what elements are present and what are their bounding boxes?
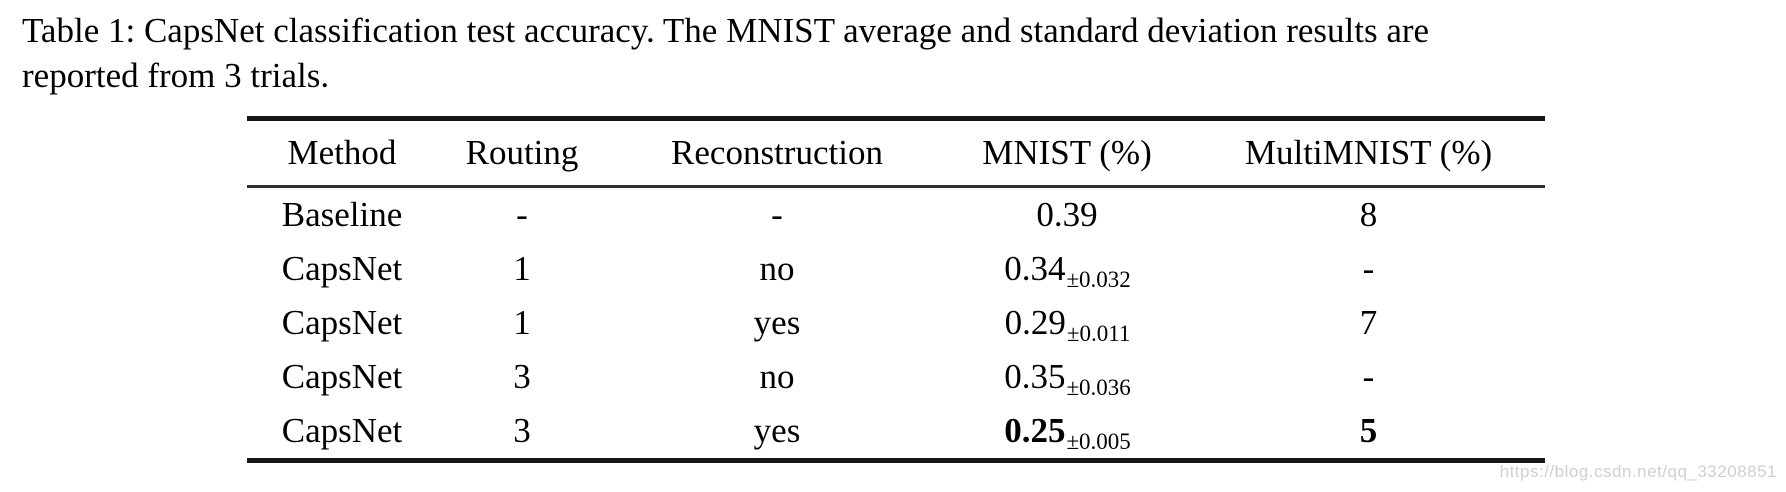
mnist-std-subscript: ±0.036 (1066, 375, 1131, 400)
cell-routing: 1 (513, 249, 531, 288)
caption-line-1: Table 1: CapsNet classification test acc… (22, 11, 1430, 50)
cell-method: CapsNet (281, 357, 403, 396)
mnist-value: 0.34 (1004, 249, 1066, 288)
cell-method: CapsNet (281, 411, 403, 450)
col-header-multimnist: MultiMNIST (%) (1192, 118, 1545, 188)
mnist-value: 0.29 (1004, 303, 1066, 342)
table-row: CapsNet 1 no 0.34±0.032 - (247, 242, 1545, 296)
cell-routing: 3 (513, 357, 531, 396)
cell-mnist: 0.35±0.036 (942, 350, 1192, 404)
cell-routing: 3 (513, 411, 531, 450)
table-row: Baseline - - 0.39 8 (247, 187, 1545, 243)
cell-method: Baseline (281, 195, 403, 234)
cell-method: CapsNet (281, 303, 403, 342)
table-row: CapsNet 3 yes 0.25±0.005 5 (247, 404, 1545, 461)
table-row: CapsNet 1 yes 0.29±0.011 7 (247, 296, 1545, 350)
mnist-value: 0.25 (1004, 411, 1066, 450)
mnist-std-subscript: ±0.005 (1066, 429, 1131, 454)
mnist-std-subscript: ±0.032 (1066, 267, 1131, 292)
results-table: Method Routing Reconstruction MNIST (%) … (247, 116, 1545, 463)
caption-line-2: reported from 3 trials. (22, 56, 330, 95)
col-header-routing: Routing (432, 118, 612, 188)
watermark-url: https://blog.csdn.net/qq_33208851 (1499, 462, 1777, 481)
col-header-reconstruction: Reconstruction (612, 118, 942, 188)
cell-mnist: 0.25±0.005 (942, 404, 1192, 461)
cell-method: CapsNet (281, 249, 403, 288)
cell-multimnist: - (1362, 249, 1375, 288)
cell-multimnist: 8 (1359, 195, 1378, 234)
mnist-std-subscript: ±0.011 (1066, 321, 1131, 346)
cell-mnist: 0.39 (942, 187, 1192, 243)
mnist-value: 0.39 (1036, 195, 1098, 234)
cell-reconstruction: yes (753, 411, 801, 450)
cell-routing: 1 (513, 303, 531, 342)
cell-multimnist: 7 (1359, 303, 1378, 342)
cell-reconstruction: yes (753, 303, 801, 342)
table-header-row: Method Routing Reconstruction MNIST (%) … (247, 118, 1545, 188)
cell-mnist: 0.29±0.011 (942, 296, 1192, 350)
table-row: CapsNet 3 no 0.35±0.036 - (247, 350, 1545, 404)
cell-multimnist: 5 (1359, 411, 1378, 450)
col-header-mnist: MNIST (%) (942, 118, 1192, 188)
col-header-method: Method (247, 118, 432, 188)
cell-mnist: 0.34±0.032 (942, 242, 1192, 296)
cell-routing: - (516, 195, 528, 234)
cell-reconstruction: - (771, 195, 783, 234)
cell-multimnist: - (1362, 357, 1375, 396)
table-caption: Table 1: CapsNet classification test acc… (22, 8, 1429, 98)
mnist-value: 0.35 (1004, 357, 1066, 396)
cell-reconstruction: no (759, 357, 795, 396)
cell-reconstruction: no (759, 249, 795, 288)
